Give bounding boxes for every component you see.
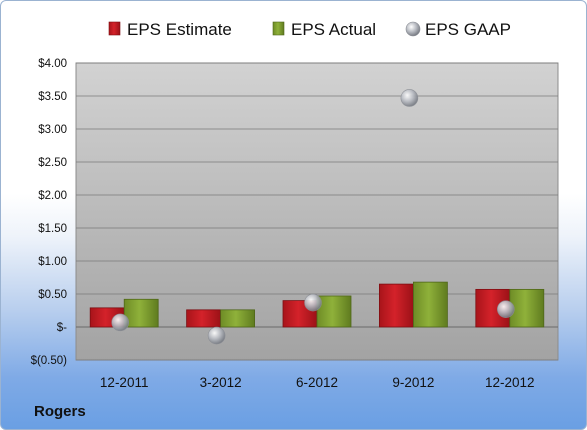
marker-eps-gaap [400,89,419,107]
legend-eps-gaap-swatch [405,21,421,37]
y-tick-label: $1.00 [38,256,67,268]
x-tick-label: 12-2012 [485,375,535,390]
bar-eps-estimate [186,309,222,328]
y-tick-label: $2.00 [38,190,67,202]
legend-eps-actual-swatch [272,21,285,36]
company-name: Rogers [34,403,86,420]
y-tick-label: $(0.50) [31,355,68,367]
x-tick-label: 3-2012 [200,375,242,390]
marker-eps-gaap [304,293,322,312]
legend-eps-gaap-label: EPS GAAP [425,20,511,39]
marker-eps-gaap [496,300,515,318]
y-tick-label: $3.00 [38,124,67,136]
y-tick-label: $- [57,322,67,334]
bar-eps-actual [412,281,448,328]
bar-eps-actual [123,298,159,328]
legend-eps-actual-label: EPS Actual [291,20,376,39]
legend-eps-estimate-label: EPS Estimate [127,20,232,39]
x-tick-label: 9-2012 [392,375,434,390]
x-tick-label: 12-2011 [100,375,149,390]
marker-eps-gaap [207,326,226,345]
legend-eps-estimate-swatch [108,21,121,36]
y-tick-label: $1.50 [38,223,67,235]
bar-eps-actual [220,309,256,328]
y-tick-label: $2.50 [38,157,67,169]
bar-eps-estimate [378,283,414,328]
y-tick-label: $0.50 [38,289,67,301]
y-tick-label: $3.50 [38,91,67,103]
y-tick-label: $4.00 [38,58,67,70]
marker-eps-gaap [111,313,129,332]
bar-eps-actual [509,288,545,328]
x-tick-label: 6-2012 [296,375,338,390]
bar-eps-actual [316,295,352,328]
